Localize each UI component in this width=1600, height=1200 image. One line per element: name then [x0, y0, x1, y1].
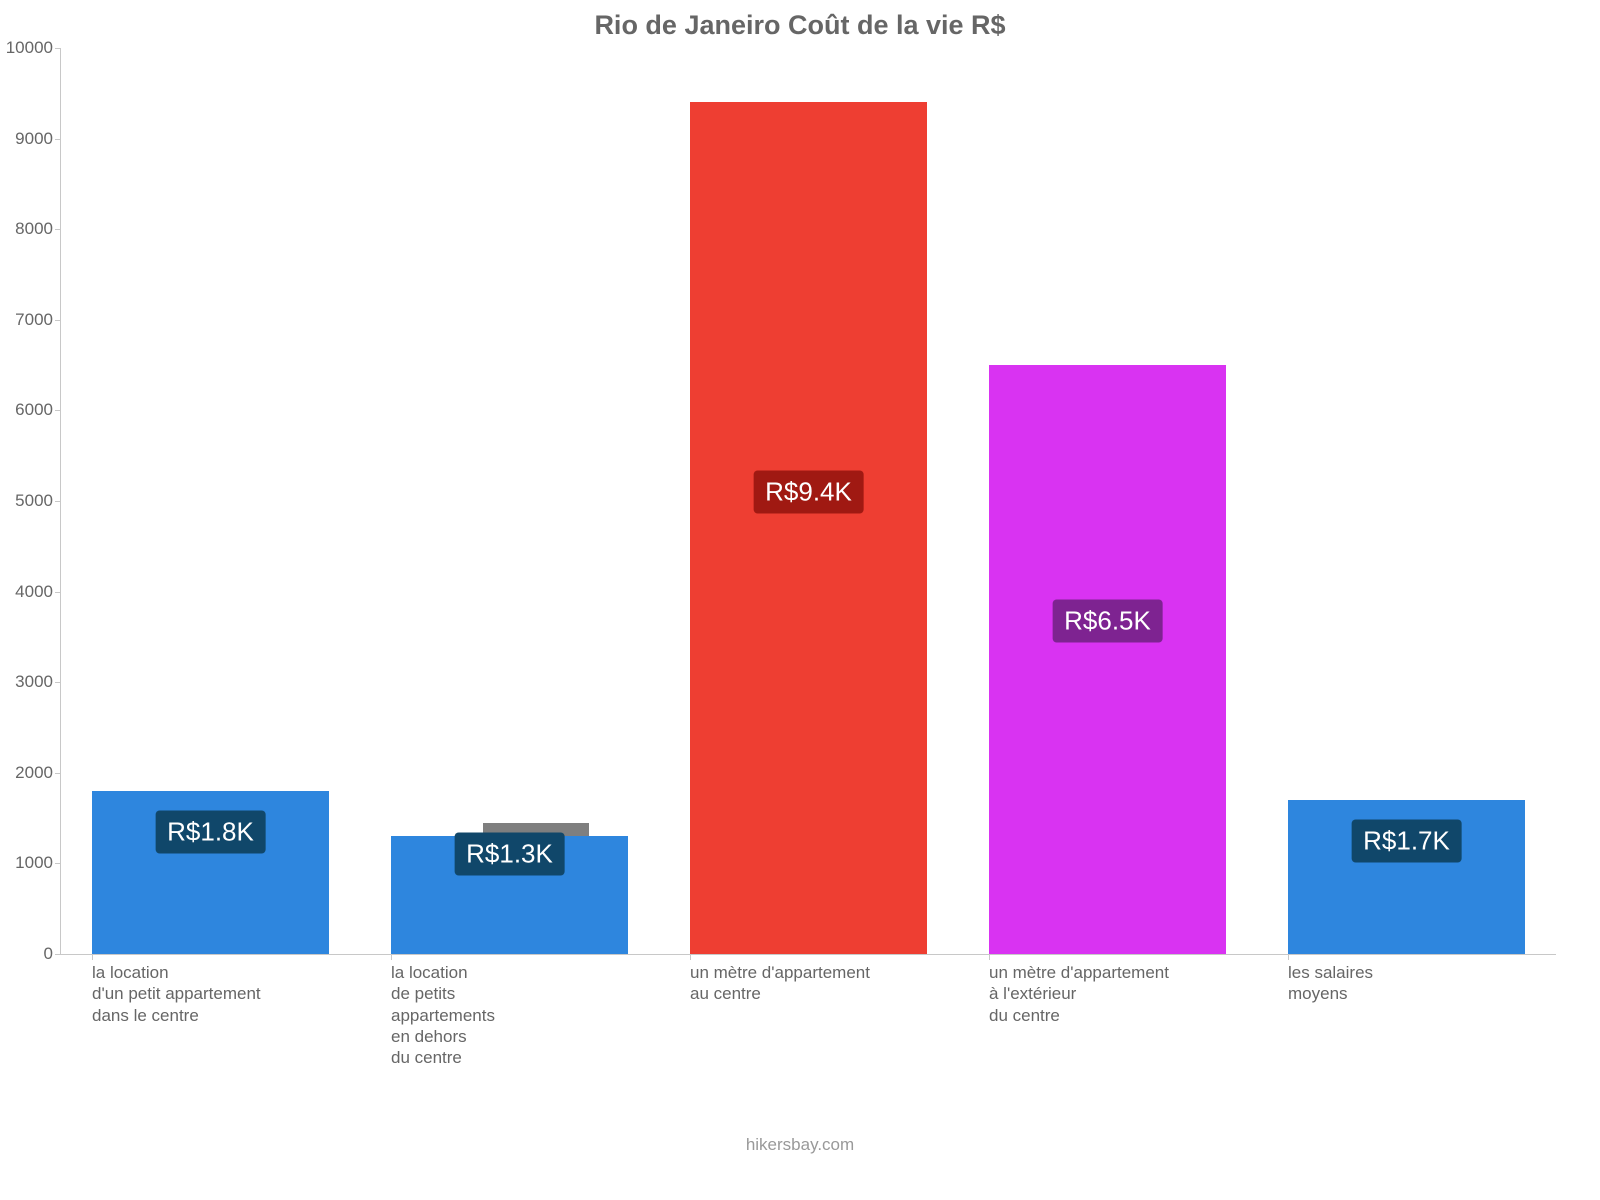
value-badge: R$9.4K: [753, 470, 864, 513]
bar: [989, 365, 1226, 954]
value-badge: R$6.5K: [1052, 599, 1163, 642]
source-attribution: hikersbay.com: [0, 1135, 1600, 1155]
value-badge: R$1.7K: [1351, 819, 1462, 862]
y-tick-mark: [55, 320, 61, 321]
value-badge: R$1.3K: [454, 833, 565, 876]
y-tick-label: 10000: [6, 38, 61, 58]
chart-title: Rio de Janeiro Coût de la vie R$: [0, 10, 1600, 41]
x-tick-label: un mètre d'appartement au centre: [690, 954, 927, 1005]
chart-stage: Rio de Janeiro Coût de la vie R$ 0100020…: [0, 0, 1600, 1200]
y-tick-mark: [55, 773, 61, 774]
y-tick-mark: [55, 229, 61, 230]
y-tick-mark: [55, 410, 61, 411]
y-tick-mark: [55, 954, 61, 955]
value-badge: R$1.8K: [155, 810, 266, 853]
y-tick-mark: [55, 682, 61, 683]
plot-area: 0100020003000400050006000700080009000100…: [60, 48, 1556, 955]
x-tick-label: la location d'un petit appartement dans …: [92, 954, 329, 1026]
y-tick-mark: [55, 592, 61, 593]
x-tick-label: les salaires moyens: [1288, 954, 1525, 1005]
x-tick-label: la location de petits appartements en de…: [391, 954, 628, 1068]
bar: [690, 102, 927, 954]
y-tick-mark: [55, 501, 61, 502]
y-tick-mark: [55, 48, 61, 49]
x-tick-label: un mètre d'appartement à l'extérieur du …: [989, 954, 1226, 1026]
y-tick-mark: [55, 139, 61, 140]
y-tick-mark: [55, 863, 61, 864]
